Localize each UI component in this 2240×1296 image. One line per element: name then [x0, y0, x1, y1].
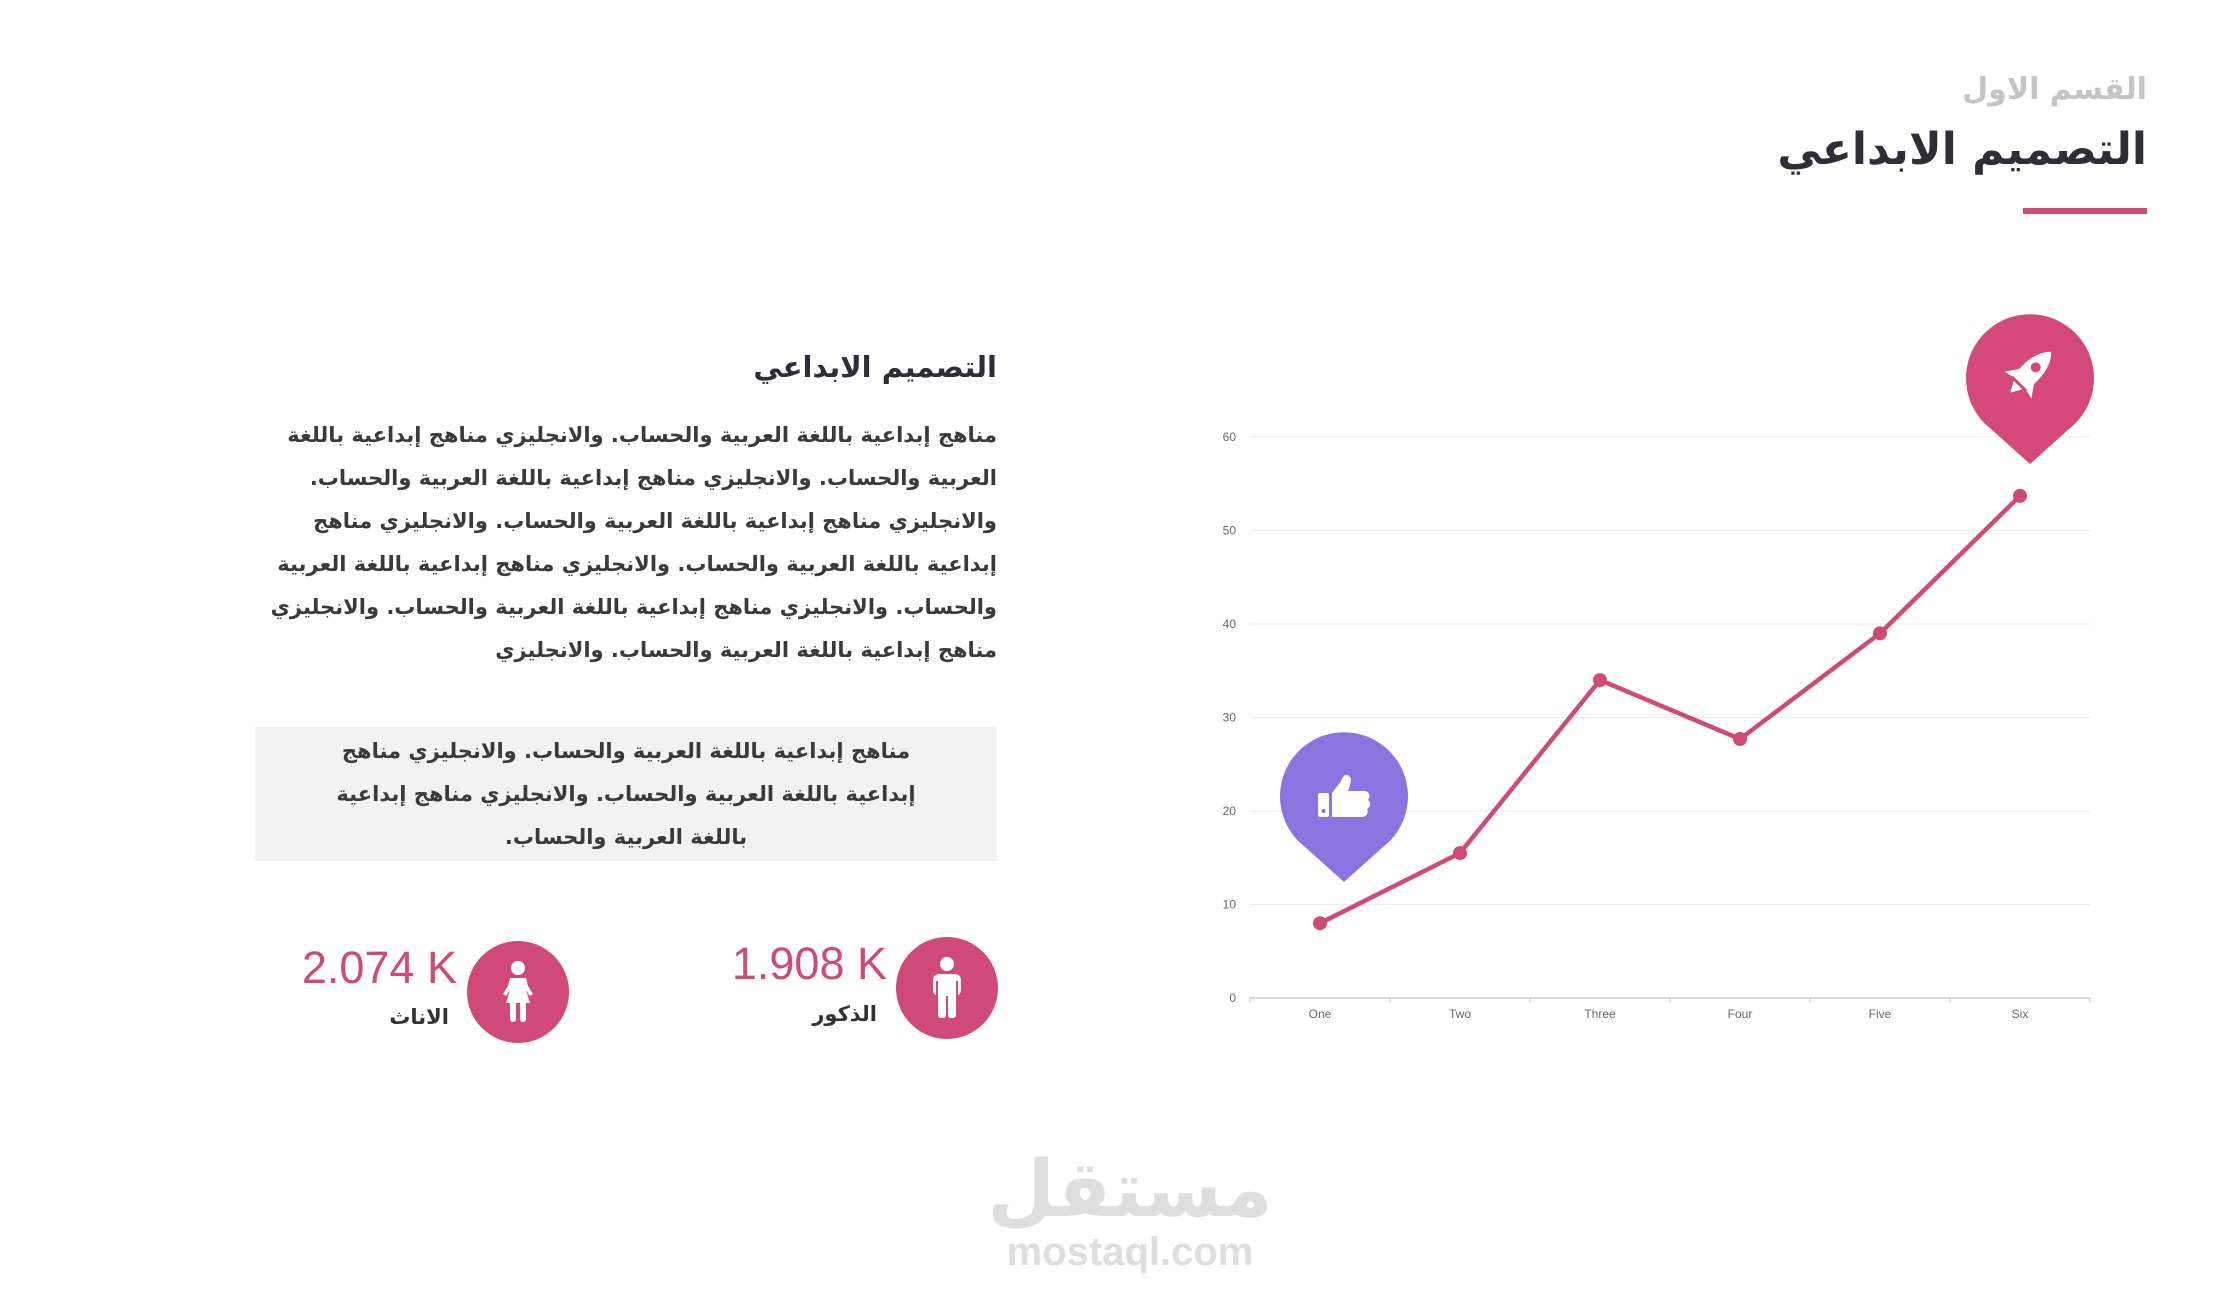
page-title: التصميم الابداعي [1777, 124, 2147, 175]
watermark-latin: mostaql.com [1006, 1230, 1254, 1274]
y-tick-label: 60 [1223, 430, 1237, 444]
section-label: القسم الاول [1962, 72, 2147, 107]
male-person-icon [933, 957, 961, 1018]
watermark: مستقل mostaql.com [980, 1150, 1280, 1274]
male-stat-value: 1.908 K [731, 938, 887, 989]
female-stat-label: الاناث [389, 1005, 449, 1029]
x-tick-label: One [1309, 1007, 1332, 1021]
thumbs-up-marker [1280, 732, 1408, 882]
thumbs-up-icon [1318, 774, 1371, 817]
female-stat-value: 2.074 K [301, 942, 457, 993]
x-tick-label: Two [1449, 1007, 1471, 1021]
x-tick-label: Four [1728, 1007, 1753, 1021]
y-tick-label: 10 [1223, 898, 1237, 912]
data-point [1733, 732, 1747, 747]
watermark-arabic: مستقل [987, 1145, 1273, 1235]
series-line [1318, 494, 2022, 926]
female-person-icon [503, 961, 533, 1022]
chart-series [1313, 488, 2027, 931]
data-point [1593, 673, 1607, 688]
y-tick-label: 50 [1223, 524, 1237, 538]
y-tick-label: 20 [1223, 804, 1237, 818]
data-point [1453, 846, 1467, 861]
content-paragraph: مناهج إبداعية باللغة العربية والحساب. وا… [270, 423, 997, 662]
male-stat-label: الذكور [812, 1002, 877, 1026]
x-tick-label: Five [1869, 1007, 1892, 1021]
y-tick-label: 40 [1223, 617, 1237, 631]
data-point [2013, 488, 2027, 503]
female-stat-circle [467, 941, 569, 1043]
y-tick-label: 0 [1229, 991, 1236, 1005]
data-point [1313, 916, 1327, 931]
chart-axes: 0 10 20 30 40 50 60 One Two Three Four Five Six [1223, 430, 2091, 1021]
quote-box: مناهج إبداعية باللغة العربية والحساب. وا… [255, 727, 997, 861]
rocket-marker [1966, 314, 2094, 464]
quote-text: مناهج إبداعية باللغة العربية والحساب. وا… [336, 738, 916, 849]
title-underline [2023, 208, 2147, 214]
y-tick-label: 30 [1223, 711, 1237, 725]
rocket-icon [2004, 351, 2052, 399]
male-stat-circle [896, 937, 998, 1039]
content-heading: التصميم الابداعي [753, 350, 997, 384]
x-tick-label: Three [1584, 1007, 1616, 1021]
data-point [1873, 626, 1887, 641]
x-tick-label: Six [2012, 1007, 2029, 1021]
